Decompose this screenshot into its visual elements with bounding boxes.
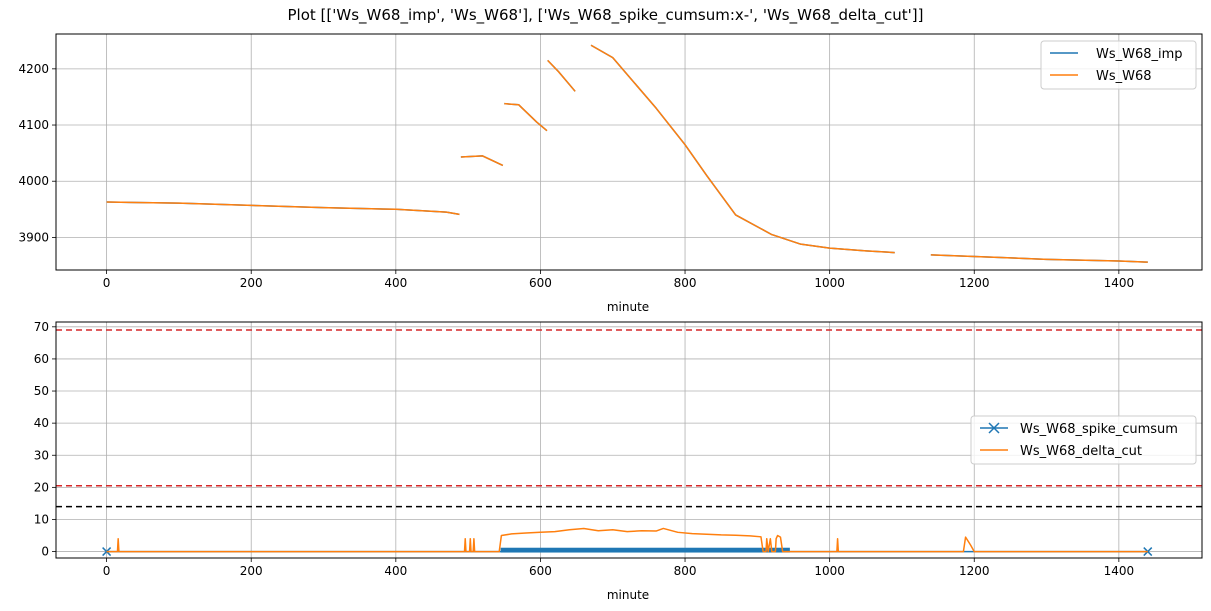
bottom-legend: Ws_W68_spike_cumsum Ws_W68_delta_cut [970,415,1197,465]
top-grid [56,34,1202,270]
x-tick-label: 200 [240,564,263,578]
y-tick-label: 40 [34,416,49,430]
legend-label-ws-w68-imp: Ws_W68_imp [1096,47,1183,62]
series-ws-w68-segment-2 [504,102,548,132]
top-legend: Ws_W68_imp Ws_W68 [1040,40,1197,90]
top-x-axis-label: minute [607,300,649,314]
figure-title: Plot [['Ws_W68_imp', 'Ws_W68'], ['Ws_W68… [287,6,924,24]
y-tick-label: 10 [34,512,49,526]
legend-label-ws-w68: Ws_W68 [1096,69,1152,84]
series-ws-w68-segment-3 [547,59,576,92]
x-tick-label: 1000 [814,564,845,578]
x-tick-label: 600 [529,276,552,290]
y-tick-label: 20 [34,480,49,494]
top-ticks: 0 200 400 600 800 1000 1200 1400 3900 4000 4100 420… [18,62,1134,290]
series-ws-w68-spike-cumsum-dense-markers [500,547,790,553]
bottom-ticks: 0 200 400 600 800 1000 1200 1400 0 10 20 30 40 50 60 70 [34,320,1134,578]
series-ws-w68-delta-cut-segment-0 [106,527,1148,553]
x-tick-label: 1200 [959,276,990,290]
x-tick-label: 1400 [1104,564,1135,578]
series-ws-w68-segment-5 [930,254,1148,263]
x-tick-label: 1000 [814,276,845,290]
top-plot-area [106,44,1148,263]
x-tick-label: 1200 [959,564,990,578]
bottom-legend-box [970,415,1197,465]
y-tick-label: 70 [34,320,49,334]
y-tick-label: 4200 [18,62,49,76]
x-tick-label: 400 [384,564,407,578]
x-tick-label: 1400 [1104,276,1135,290]
x-tick-label: 0 [103,564,111,578]
legend-marker-x [988,422,1000,434]
top-axes-frame [55,33,1203,271]
x-tick-label: 800 [674,564,697,578]
y-tick-label: 4100 [18,118,49,132]
bottom-x-axis-label: minute [607,588,649,602]
bottom-plot-area [56,329,1202,557]
y-tick-label: 50 [34,384,49,398]
y-tick-label: 4000 [18,174,49,188]
x-tick-label: 600 [529,564,552,578]
series-ws-w68-imp-segment-0 [106,201,460,216]
x-tick-label: 400 [384,276,407,290]
top-legend-box [1040,40,1197,90]
x-tick-label: 0 [103,276,111,290]
top-axes: 0 200 400 600 800 1000 1200 1400 3900 4000 4100 420… [18,33,1203,314]
x-tick-label: 200 [240,276,263,290]
bottom-axes-frame [55,321,1203,559]
series-ws-w68-segment-0 [106,201,460,216]
y-tick-label: 30 [34,448,49,462]
bottom-axes: 0 200 400 600 800 1000 1200 1400 0 10 20 30 40 50 60 70… [34,320,1203,602]
y-tick-label: 0 [41,545,49,559]
y-tick-label: 3900 [18,230,49,244]
y-tick-label: 60 [34,352,49,366]
legend-label-ws-w68-spike-cumsum: Ws_W68_spike_cumsum [1020,422,1178,437]
legend-label-ws-w68-delta-cut: Ws_W68_delta_cut [1020,444,1142,459]
series-ws-w68-segment-4 [590,44,895,254]
x-tick-label: 800 [674,276,697,290]
series-ws-w68-segment-1 [460,155,504,167]
series-ws-w68-imp-segment-4 [590,44,895,254]
